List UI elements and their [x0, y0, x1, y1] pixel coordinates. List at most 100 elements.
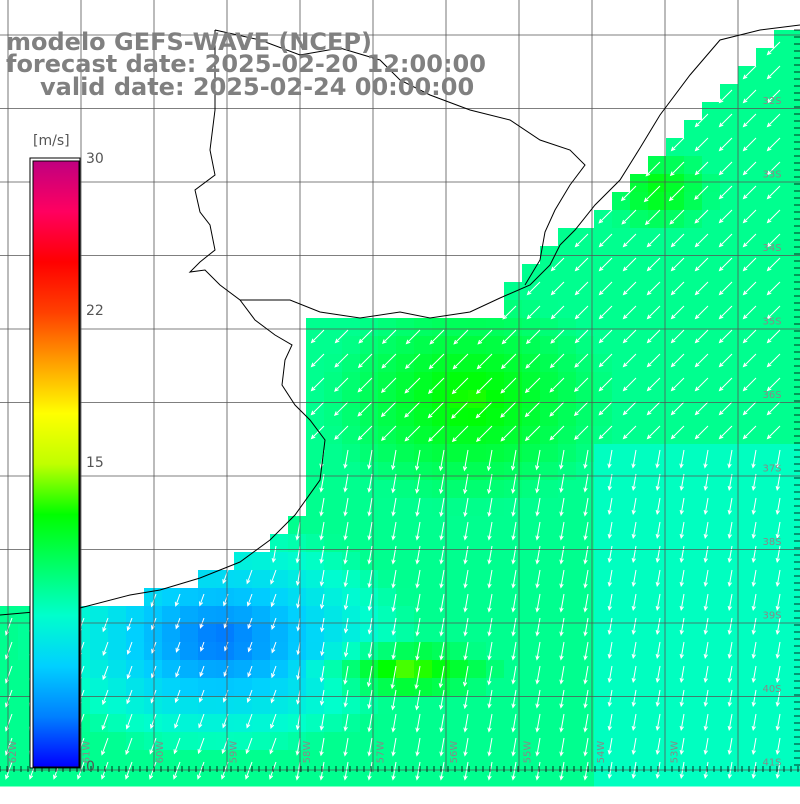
wind-speed-cell — [468, 768, 487, 787]
wind-speed-cell — [126, 660, 145, 679]
wind-speed-cell — [234, 606, 253, 625]
wind-speed-cell — [468, 732, 487, 751]
wind-speed-cell — [288, 696, 307, 715]
wind-arrow — [631, 593, 637, 612]
wind-arrow — [380, 401, 397, 418]
wind-arrow — [452, 353, 469, 370]
wind-speed-cell — [630, 588, 649, 607]
wind-speed-cell — [738, 750, 757, 769]
wind-speed-cell — [324, 552, 343, 571]
wind-speed-cell — [756, 588, 775, 607]
wind-speed-cell — [720, 408, 739, 427]
wind-speed-cell — [486, 408, 505, 427]
wind-arrow — [319, 761, 325, 781]
wind-speed-cell — [324, 318, 343, 337]
wind-speed-cell — [666, 552, 685, 571]
wind-speed-cell — [666, 372, 685, 391]
wind-speed-cell — [216, 624, 235, 643]
wind-arrow — [175, 665, 181, 678]
wind-speed-cell — [522, 444, 541, 463]
wind-arrow — [414, 449, 421, 471]
wind-speed-cell — [396, 498, 415, 517]
wind-arrow — [607, 713, 613, 732]
wind-speed-cell — [702, 732, 721, 751]
wind-speed-cell — [288, 606, 307, 625]
wind-speed-cell — [0, 768, 19, 787]
wind-speed-cell — [360, 606, 379, 625]
wind-arrow — [550, 305, 565, 320]
wind-speed-cell — [468, 516, 487, 535]
wind-speed-cell — [540, 516, 559, 535]
wind-arrow — [310, 329, 325, 344]
wind-arrow — [310, 377, 325, 392]
wind-arrow — [535, 521, 541, 541]
wind-speed-cell — [504, 678, 523, 697]
title-forecast-date: forecast date: 2025-02-20 12:00:00 — [6, 50, 486, 78]
wind-arrow — [487, 545, 493, 565]
wind-speed-cell — [738, 660, 757, 679]
wind-speed-cell — [684, 588, 703, 607]
wind-speed-cell — [702, 462, 721, 481]
wind-speed-cell — [540, 444, 559, 463]
wind-arrow — [343, 593, 349, 611]
wind-speed-cell — [162, 768, 181, 787]
wind-speed-cell — [324, 714, 343, 733]
wind-speed-cell — [234, 642, 253, 661]
wind-speed-cell — [612, 228, 631, 247]
wind-arrow — [271, 641, 277, 654]
wind-speed-cell — [0, 642, 19, 661]
wind-speed-cell — [720, 570, 739, 589]
wind-arrow — [535, 497, 541, 517]
wind-speed-cell — [0, 660, 19, 679]
wind-arrow — [535, 449, 541, 471]
wind-speed-cell — [108, 750, 127, 769]
wind-arrow — [358, 329, 373, 344]
wind-arrow — [451, 401, 469, 419]
wind-speed-cell — [252, 732, 271, 751]
wind-arrow — [511, 593, 517, 613]
wind-arrow — [607, 569, 613, 588]
wind-speed-cell — [792, 372, 800, 391]
wind-speed-cell — [540, 534, 559, 553]
wind-arrow — [367, 497, 373, 517]
wind-speed-cell — [666, 678, 685, 697]
wind-arrow — [727, 665, 733, 684]
wind-arrow — [101, 713, 109, 731]
wind-arrow — [607, 521, 613, 540]
wind-speed-cell — [702, 228, 721, 247]
wind-arrow — [679, 569, 685, 588]
wind-arrow — [295, 737, 301, 756]
wind-arrow — [319, 665, 325, 683]
wind-speed-cell — [648, 282, 667, 301]
wind-speed-cell — [576, 408, 595, 427]
wind-speed-cell — [324, 606, 343, 625]
wind-arrow — [583, 641, 589, 661]
longitude-label: 53W — [670, 741, 681, 764]
wind-speed-cell — [270, 768, 289, 787]
wind-speed-cell — [684, 480, 703, 499]
wind-speed-cell — [108, 714, 127, 733]
wind-speed-cell — [396, 390, 415, 409]
wind-speed-cell — [360, 426, 379, 445]
wind-arrow — [646, 401, 661, 416]
wind-speed-cell — [792, 228, 800, 247]
wind-speed-cell — [0, 624, 19, 643]
wind-arrow — [428, 353, 445, 370]
wind-arrow — [583, 521, 589, 541]
wind-speed-cell — [414, 642, 433, 661]
wind-speed-cell — [468, 714, 487, 733]
wind-arrow — [525, 353, 541, 369]
wind-arrow — [295, 521, 301, 541]
wind-speed-cell — [702, 516, 721, 535]
wind-speed-cell — [702, 534, 721, 553]
wind-arrow — [511, 473, 517, 494]
wind-arrow — [462, 449, 469, 472]
wind-arrow — [703, 449, 709, 469]
wind-arrow — [718, 353, 733, 368]
wind-arrow — [670, 329, 685, 344]
wind-arrow — [271, 665, 277, 679]
wind-arrow — [414, 665, 421, 690]
wind-speed-cell — [792, 678, 800, 697]
wind-arrow — [703, 497, 709, 516]
wind-arrow — [501, 329, 517, 345]
